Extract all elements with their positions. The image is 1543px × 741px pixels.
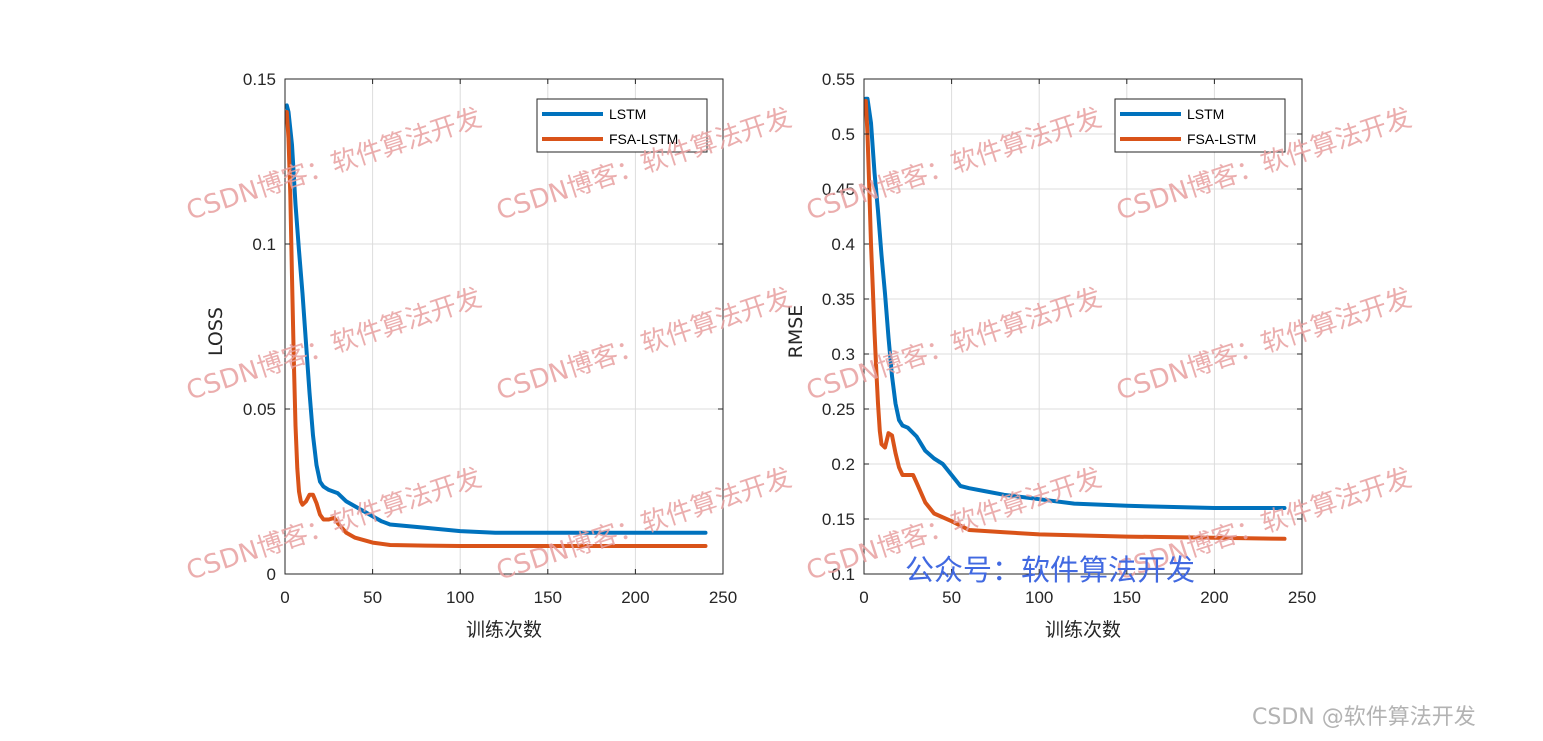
rmse-axes-frame — [863, 78, 1303, 575]
loss-xtick-label-1: 50 — [363, 588, 382, 607]
rmse-series-lstm-line — [863, 96, 1287, 510]
rmse-ytick-label-3: 0.25 — [822, 400, 855, 419]
loss-plot-area — [285, 79, 723, 574]
rmse-ytick-label-8: 0.5 — [831, 125, 855, 144]
rmse-ytick-label-4: 0.3 — [831, 345, 855, 364]
rmse-legend-box — [1114, 98, 1286, 153]
loss-axes-frame — [284, 78, 724, 575]
loss-x-axis-label: 训练次数 — [466, 619, 542, 641]
rmse-plot-area — [864, 79, 1302, 574]
loss-legend-box — [536, 98, 708, 153]
csdn-credit: CSDN @软件算法开发 — [1252, 705, 1476, 730]
rmse-xtick-label-2: 100 — [1025, 588, 1053, 607]
rmse-ytick-label-5: 0.35 — [822, 290, 855, 309]
loss-legend: LSTM FSA-LSTM — [536, 98, 708, 153]
rmse-legend: LSTM FSA-LSTM — [1114, 98, 1286, 153]
rmse-series-fsa-lstm-line — [863, 99, 1287, 541]
loss-xtick-label-3: 150 — [534, 588, 562, 607]
loss-y-axis-label: LOSS — [205, 307, 227, 356]
rmse-ytick-label-9: 0.55 — [822, 70, 855, 89]
blue-watermark: 公众号：软件算法开发 — [905, 553, 1195, 587]
loss-series-lstm-line — [284, 103, 708, 535]
loss-ytick-label-2: 0.1 — [252, 235, 276, 254]
loss-ytick-label-3: 0.15 — [243, 70, 276, 89]
loss-series-fsa-lstm-line — [284, 110, 708, 548]
loss-xtick-label-0: 0 — [280, 588, 289, 607]
rmse-xtick-label-3: 150 — [1113, 588, 1141, 607]
rmse-ytick-label-2: 0.2 — [831, 455, 855, 474]
loss-legend-label-lstm: LSTM — [609, 106, 646, 122]
rmse-ytick-label-7: 0.45 — [822, 180, 855, 199]
rmse-legend-label-fsa-lstm: FSA-LSTM — [1187, 131, 1256, 147]
rmse-xtick-label-5: 250 — [1288, 588, 1316, 607]
rmse-ytick-label-1: 0.15 — [822, 510, 855, 529]
loss-xtick-label-2: 100 — [446, 588, 474, 607]
loss-legend-label-fsa-lstm: FSA-LSTM — [609, 131, 678, 147]
rmse-chart: 0 50 100 150 200 250 0.1 0.15 0.2 0.25 0.3 0.35 0.4 0… — [785, 70, 1316, 641]
rmse-xtick-label-0: 0 — [859, 588, 868, 607]
rmse-xtick-label-1: 50 — [942, 588, 961, 607]
loss-ytick-label-1: 0.05 — [243, 400, 276, 419]
loss-ytick-label-0: 0 — [267, 565, 276, 584]
loss-xtick-label-4: 200 — [621, 588, 649, 607]
rmse-legend-label-lstm: LSTM — [1187, 106, 1224, 122]
rmse-ytick-label-0: 0.1 — [831, 565, 855, 584]
rmse-ytick-label-6: 0.4 — [831, 235, 855, 254]
rmse-y-axis-label: RMSE — [785, 305, 807, 359]
loss-chart: 0 50 100 150 200 250 0 0.05 0.1 0.15 训练次数 LOSS LSTM F… — [205, 70, 737, 641]
loss-xtick-label-5: 250 — [709, 588, 737, 607]
rmse-x-axis-label: 训练次数 — [1045, 619, 1121, 641]
rmse-xtick-label-4: 200 — [1200, 588, 1228, 607]
